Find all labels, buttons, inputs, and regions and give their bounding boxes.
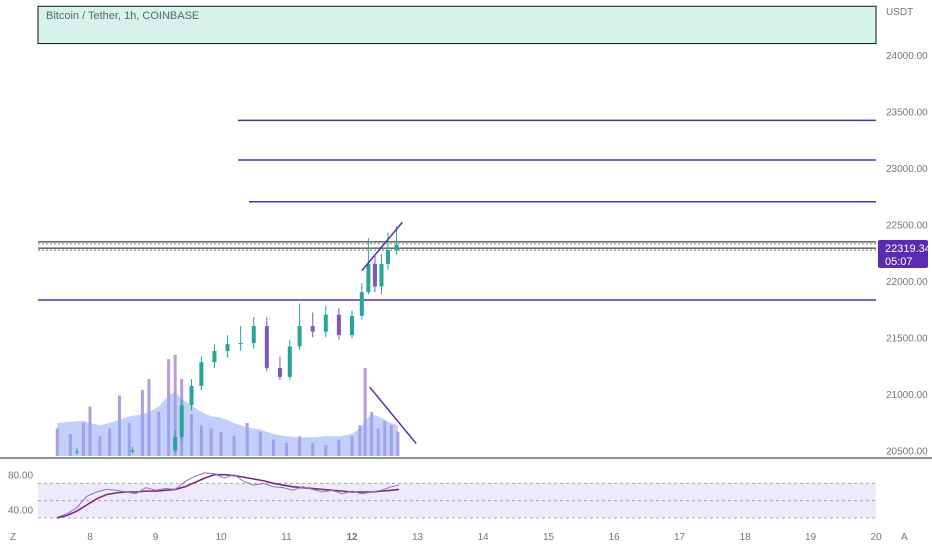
rsi-guides — [38, 482, 876, 519]
timezone-button[interactable]: Z — [10, 532, 16, 543]
price-tick-label: 20500.00 — [886, 446, 928, 457]
time-tick-label: 11 — [281, 532, 292, 543]
price-tick-label: 22000.00 — [886, 277, 928, 288]
candle-body — [277, 367, 282, 377]
candle-body — [372, 263, 377, 287]
rsi-tick-label: 80.00 — [8, 471, 33, 482]
candle-body — [310, 326, 315, 332]
countdown-value: 05:07 — [885, 256, 913, 268]
time-tick-label: 15 — [543, 532, 555, 543]
trendline — [369, 386, 417, 445]
candle-body — [359, 292, 364, 316]
candle-body — [379, 263, 384, 287]
time-tick-label: 13 — [412, 532, 424, 543]
symbol-title: Bitcoin / Tether, 1h, COINBASE — [46, 10, 199, 22]
candle-body — [130, 450, 135, 452]
time-tick-label: 18 — [739, 532, 751, 543]
volume-bar — [363, 368, 367, 456]
candle-body — [394, 244, 399, 251]
volume-moving-average — [57, 392, 398, 456]
candle-body — [74, 451, 79, 453]
candle-body — [173, 436, 178, 451]
candle-body — [336, 314, 341, 336]
price-tick-label: 21000.00 — [886, 390, 928, 401]
candle-body — [350, 315, 354, 336]
candle-body — [323, 314, 328, 332]
rsi-line — [57, 472, 400, 518]
time-tick-label: 9 — [153, 532, 159, 543]
candle-body — [212, 350, 217, 363]
last-price-value: 22319.34 — [885, 243, 931, 255]
candle-body — [366, 263, 371, 293]
candle-body — [199, 362, 204, 386]
time-tick-label: 10 — [215, 532, 227, 543]
time-tick-label: 19 — [805, 532, 817, 543]
time-tick-label: 14 — [477, 532, 489, 543]
time-tick-label: 20 — [870, 532, 882, 543]
price-axis: 24000.00 23500.00 23000.00 22500.00 22000.00… — [886, 51, 928, 458]
auto-scale-button[interactable]: A — [901, 532, 908, 543]
candle-body — [287, 346, 292, 377]
candle-body — [297, 326, 302, 347]
time-axis: 8 9 10 11 12 13 14 15 16 17 18 19 20 — [87, 532, 882, 543]
resistance-zone — [37, 5, 877, 45]
price-tick-label: 21500.00 — [886, 333, 928, 344]
candle-body — [264, 326, 269, 368]
price-tick-label: 23500.00 — [886, 107, 928, 118]
rsi-moving-average — [57, 473, 400, 519]
price-lines — [38, 241, 876, 251]
candle-body — [386, 250, 391, 264]
last-price-tag: 22319.34 05:07 — [878, 240, 931, 268]
time-tick-label: 16 — [608, 532, 620, 543]
price-tick-label: 22500.00 — [886, 220, 928, 231]
trendline — [361, 221, 404, 272]
price-tick-label: 23000.00 — [886, 164, 928, 175]
time-tick-label: 8 — [87, 532, 93, 543]
rsi-tick-label: 40.00 — [8, 505, 33, 516]
candle-body — [251, 326, 256, 343]
trendlines — [361, 221, 417, 445]
candles — [74, 226, 399, 455]
candle-body — [225, 344, 230, 351]
horizontal-levels — [38, 119, 876, 301]
candle-body — [189, 385, 194, 406]
rsi-axis: 80.00 40.00 — [8, 471, 33, 517]
currency-label: USDT — [886, 7, 913, 18]
candle-body — [179, 405, 184, 437]
price-tick-label: 24000.00 — [886, 51, 928, 62]
time-tick-label: 12 — [346, 532, 358, 543]
time-tick-label: 17 — [674, 532, 686, 543]
candle-body — [238, 343, 243, 345]
